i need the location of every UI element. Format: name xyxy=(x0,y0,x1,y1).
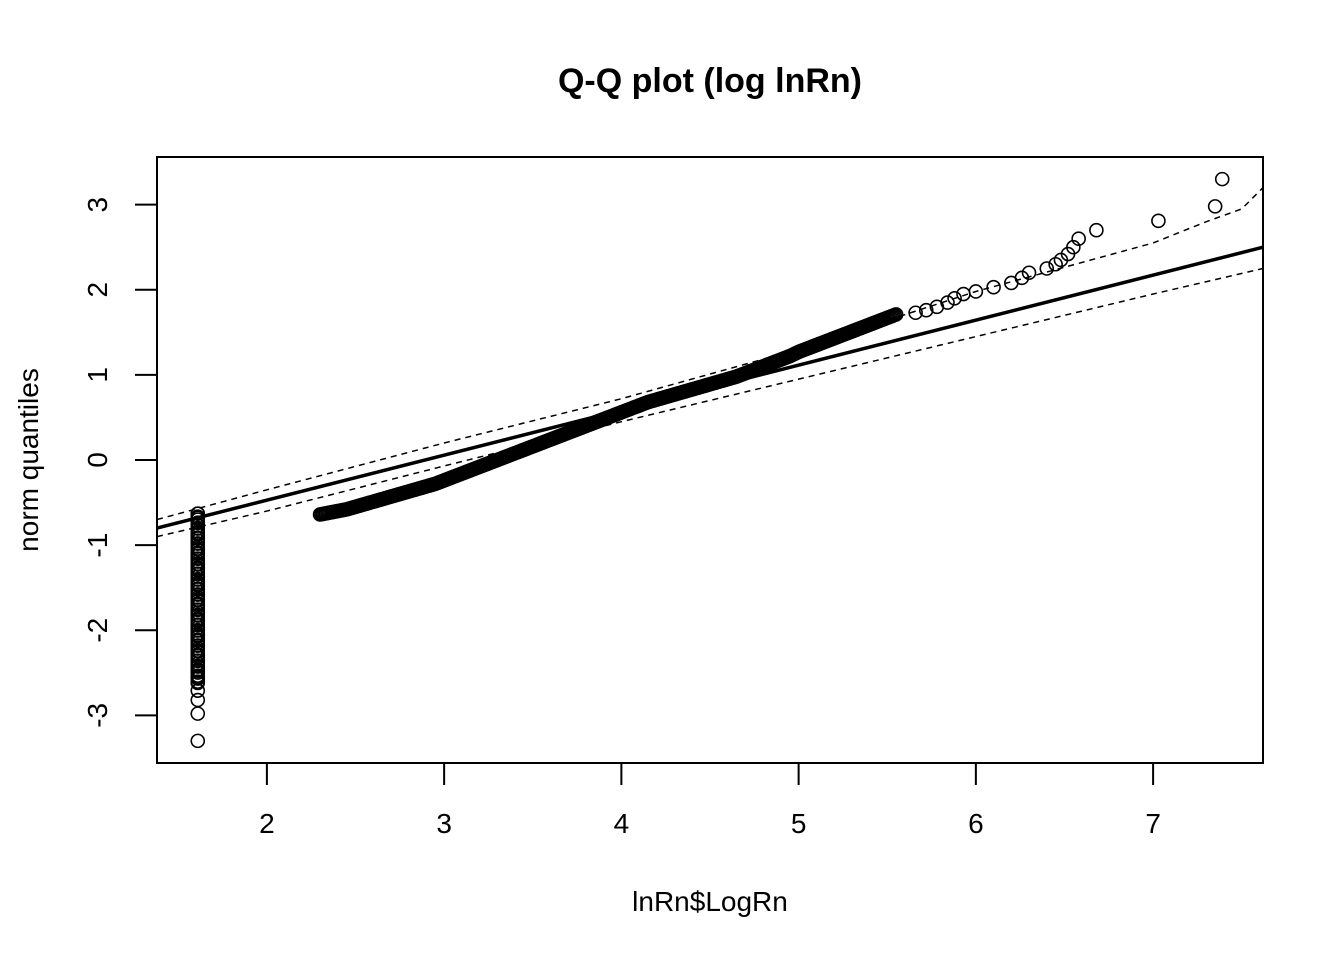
y-axis-label: norm quantiles xyxy=(13,368,44,552)
data-point xyxy=(1207,199,1223,214)
confidence-band-lower xyxy=(156,267,1264,538)
chart-title: Q-Q plot (log lnRn) xyxy=(558,62,862,100)
y-axis: -3 -2 -1 0 1 2 3 xyxy=(82,197,158,728)
x-tick-label: 6 xyxy=(968,808,984,839)
data-point xyxy=(968,284,984,299)
x-tick-label: 2 xyxy=(259,808,275,839)
data-point xyxy=(190,692,206,708)
data-point xyxy=(1071,231,1086,247)
y-tick-label: 1 xyxy=(82,367,113,383)
x-tick-label: 4 xyxy=(614,808,630,839)
y-tick-label: 2 xyxy=(82,282,113,298)
data-points xyxy=(190,171,1230,749)
y-tick-label: -3 xyxy=(82,703,113,728)
data-point xyxy=(1039,261,1055,276)
data-point xyxy=(1066,239,1081,255)
data-point xyxy=(1089,222,1104,238)
data-point xyxy=(190,733,206,749)
plot-frame xyxy=(156,156,1264,764)
x-tick-label: 7 xyxy=(1145,808,1161,839)
y-tick-label: 0 xyxy=(82,452,113,468)
data-point xyxy=(1214,171,1230,187)
data-point xyxy=(940,295,955,310)
data-point xyxy=(190,674,206,689)
x-tick-label: 3 xyxy=(436,808,452,839)
data-point xyxy=(1151,213,1166,229)
y-tick-label: -1 xyxy=(82,533,113,558)
data-point xyxy=(908,305,923,321)
data-point xyxy=(887,307,902,323)
x-axis-label: lnRn$LogRn xyxy=(632,886,788,917)
data-point xyxy=(918,302,934,318)
data-point xyxy=(947,290,962,306)
data-point xyxy=(190,706,206,721)
data-point xyxy=(1021,265,1037,281)
confidence-band xyxy=(156,187,1264,538)
x-axis: 2 3 4 5 6 7 xyxy=(259,762,1161,839)
y-tick-label: -2 xyxy=(82,618,113,643)
x-tick-label: 5 xyxy=(791,808,807,839)
y-tick-label: 3 xyxy=(82,197,113,213)
data-point xyxy=(986,279,1001,295)
